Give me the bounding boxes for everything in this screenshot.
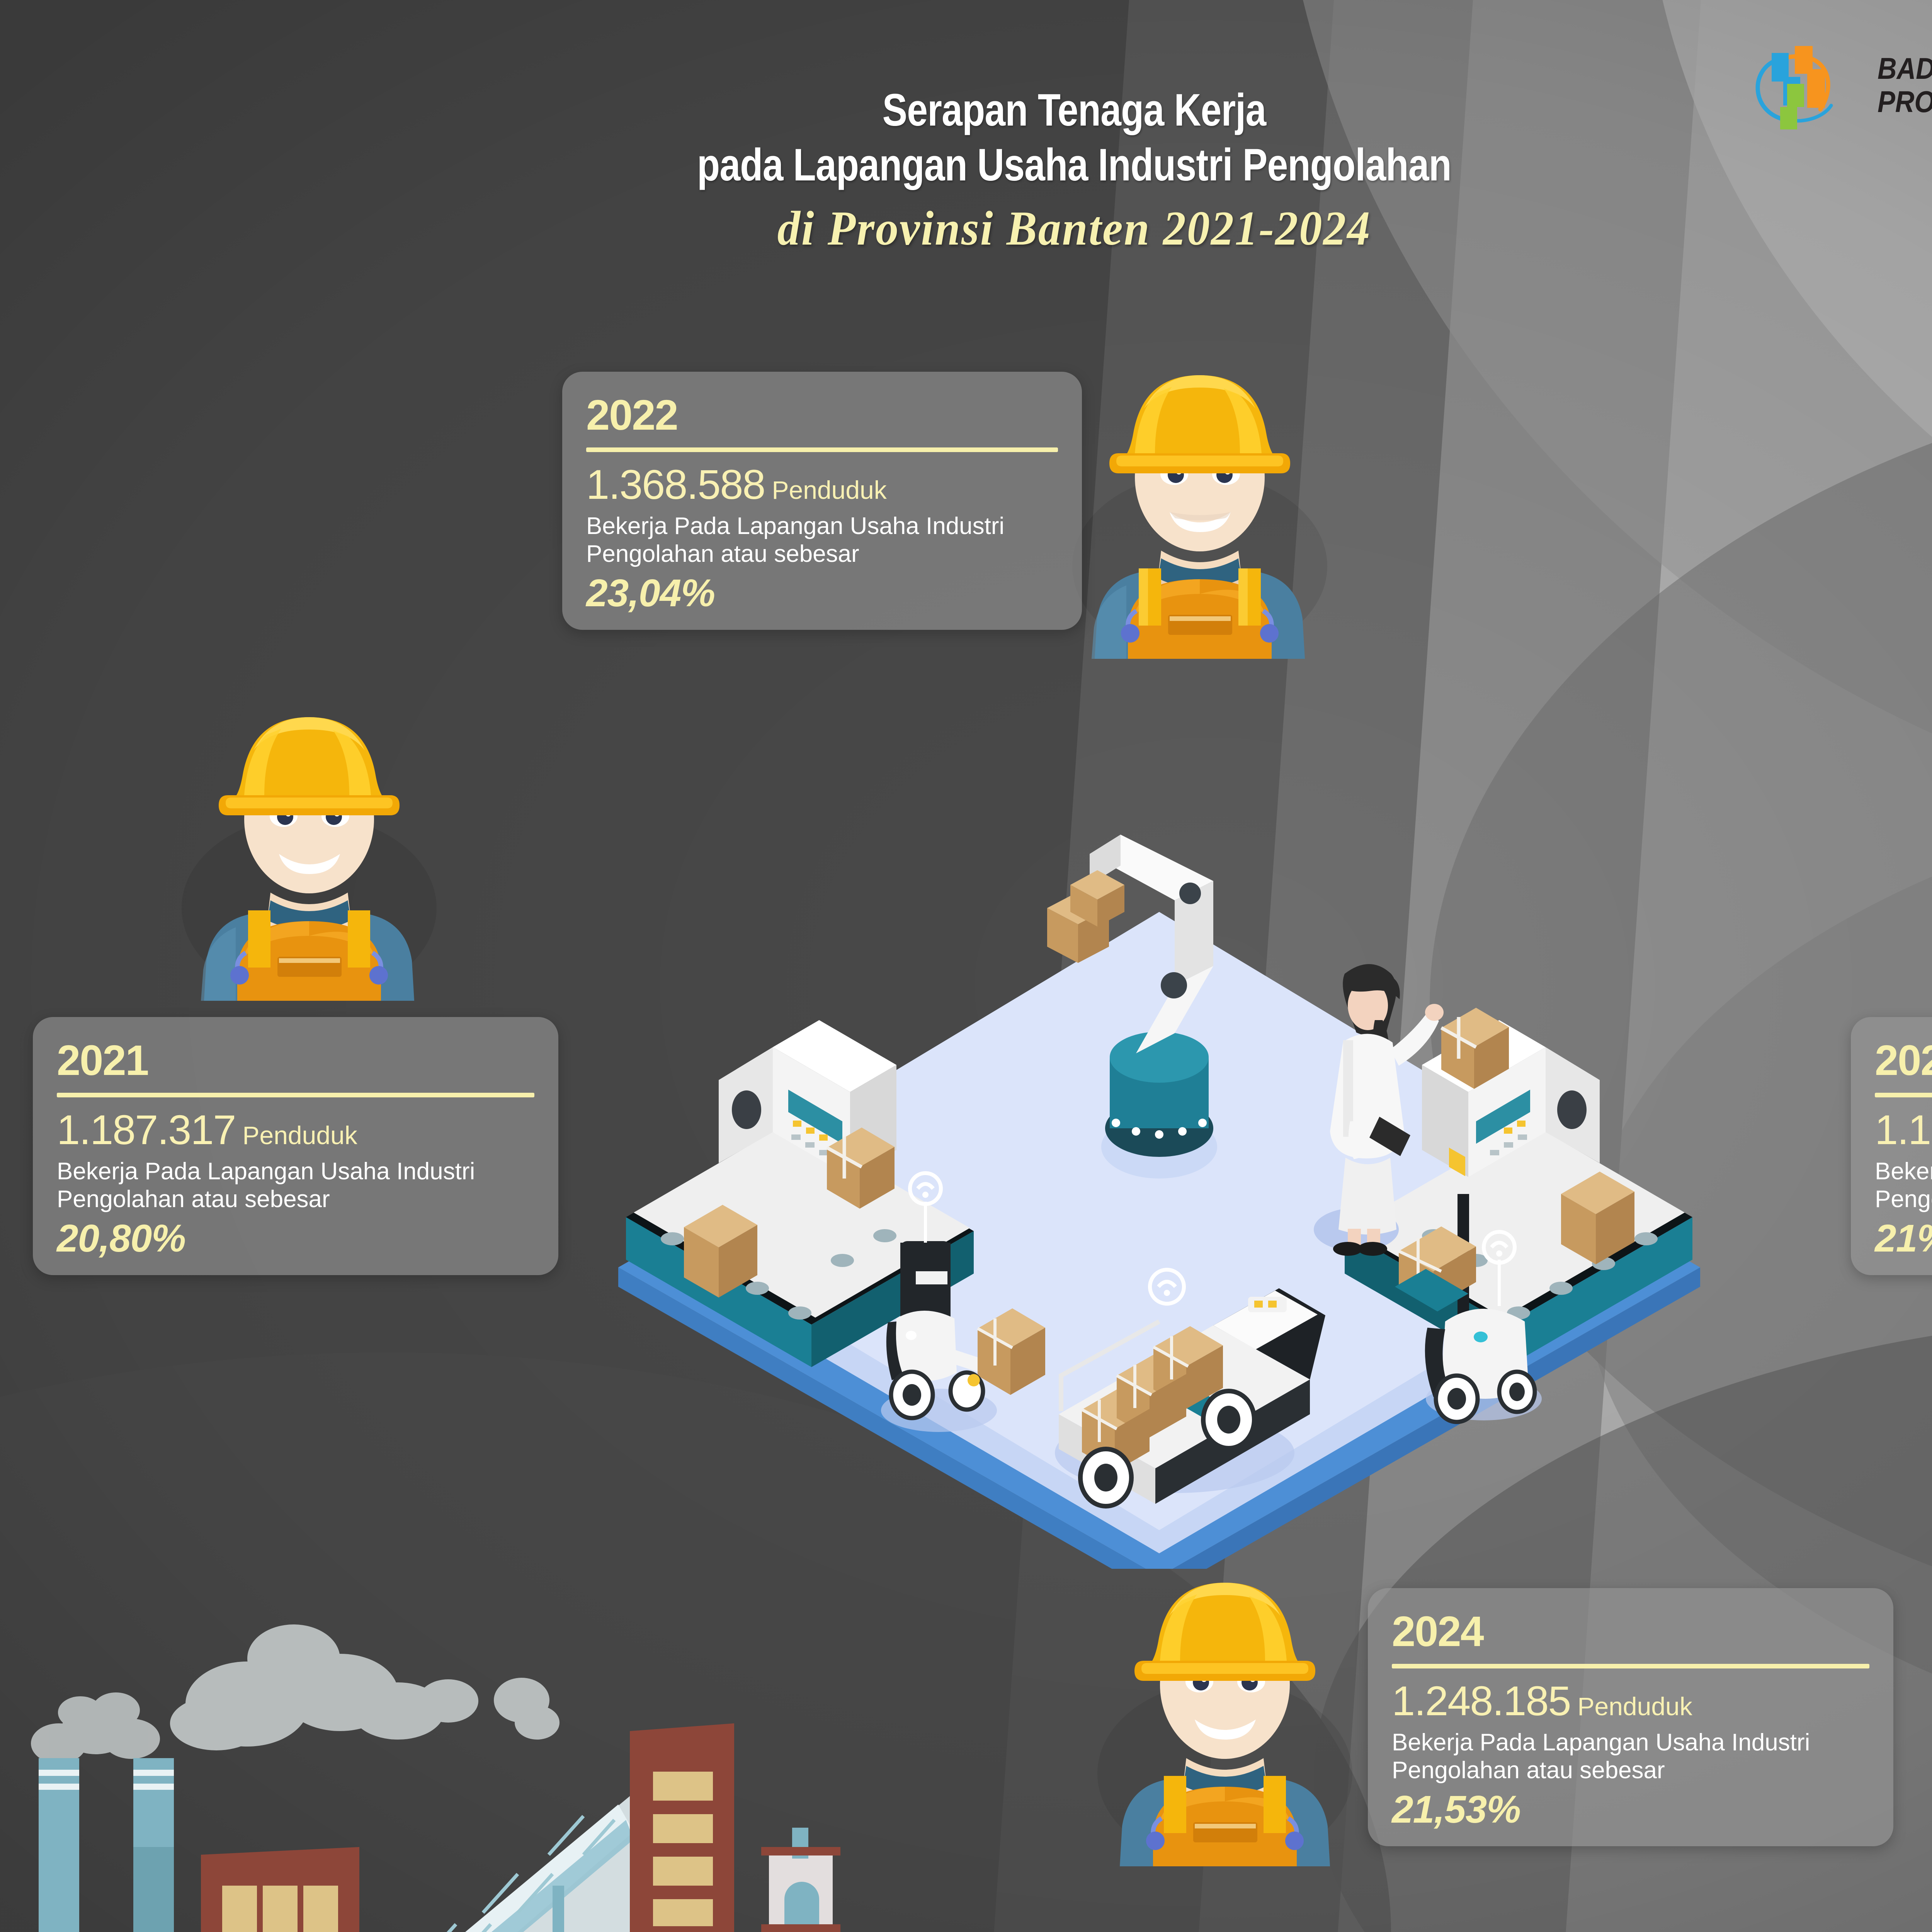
- isometric-smart-factory-illustration: [556, 719, 1762, 1596]
- stat-card-percent: 23,04%: [586, 571, 715, 615]
- stat-card-rule: [1875, 1093, 1932, 1097]
- stat-card-2024: 2024 1.248.185 Penduduk Bekerja Pada Lap…: [1368, 1588, 1893, 1846]
- stat-card-2023: 2023 1.158.479 Penduduk Bekerja Pada Lap…: [1851, 1017, 1932, 1275]
- bps-logo-line-2: PROVINSI BANTEN: [1878, 85, 1932, 119]
- stat-card-description: Bekerja Pada Lapangan Usaha Industri Pen…: [57, 1158, 475, 1213]
- title-line-2: pada Lapangan Usaha Industri Pengolahan: [697, 139, 1452, 190]
- stat-card-year: 2023: [1875, 1037, 1932, 1084]
- stat-card-number: 1.158.479: [1875, 1106, 1932, 1153]
- bps-logo: BADAN PUSAT STATISTIK PROVINSI BANTEN: [1748, 41, 1932, 129]
- stat-card-year: 2024: [1392, 1608, 1484, 1655]
- stat-card-number: 1.187.317: [57, 1106, 236, 1153]
- stat-card-unit: Penduduk: [242, 1121, 357, 1150]
- worker-avatar-2024: [1090, 1557, 1360, 1866]
- stat-card-unit: Penduduk: [772, 476, 887, 504]
- factory-skyline-illustration: [0, 1577, 912, 1932]
- stat-card-unit: Penduduk: [1577, 1692, 1692, 1721]
- stat-card-percent: 20,80%: [57, 1216, 186, 1260]
- stat-card-rule: [57, 1093, 534, 1097]
- bps-logo-icon: [1748, 41, 1864, 129]
- stat-card-year: 2021: [57, 1037, 149, 1084]
- stat-card-percent: 21,53%: [1392, 1787, 1521, 1831]
- stat-card-2022: 2022 1.368.588 Penduduk Bekerja Pada Lap…: [562, 372, 1082, 630]
- stat-card-description: Bekerja Pada Lapangan Usaha Industri Pen…: [1392, 1729, 1810, 1784]
- stat-card-year: 2022: [586, 391, 679, 439]
- stat-card-description: Bekerja Pada Lapangan Usaha Industri Pen…: [1875, 1158, 1932, 1213]
- title-line-3: di Provinsi Banten 2021-2024: [777, 202, 1371, 256]
- stat-card-rule: [1392, 1664, 1869, 1668]
- stat-card-percent: 21%: [1875, 1216, 1932, 1260]
- stat-card-number: 1.248.185: [1392, 1677, 1571, 1724]
- worker-avatar-2022: [1065, 350, 1335, 659]
- stat-card-number: 1.368.588: [586, 461, 765, 508]
- stat-card-description: Bekerja Pada Lapangan Usaha Industri Pen…: [586, 513, 1005, 567]
- stat-card-2021: 2021 1.187.317 Penduduk Bekerja Pada Lap…: [33, 1017, 558, 1275]
- bps-logo-line-1: BADAN PUSAT STATISTIK: [1878, 51, 1932, 85]
- title-line-1: Serapan Tenaga Kerja: [882, 85, 1267, 136]
- stat-card-rule: [586, 447, 1058, 452]
- worker-avatar-2021: [174, 692, 444, 1001]
- page-title: Serapan Tenaga Kerja pada Lapangan Usaha…: [495, 83, 1654, 262]
